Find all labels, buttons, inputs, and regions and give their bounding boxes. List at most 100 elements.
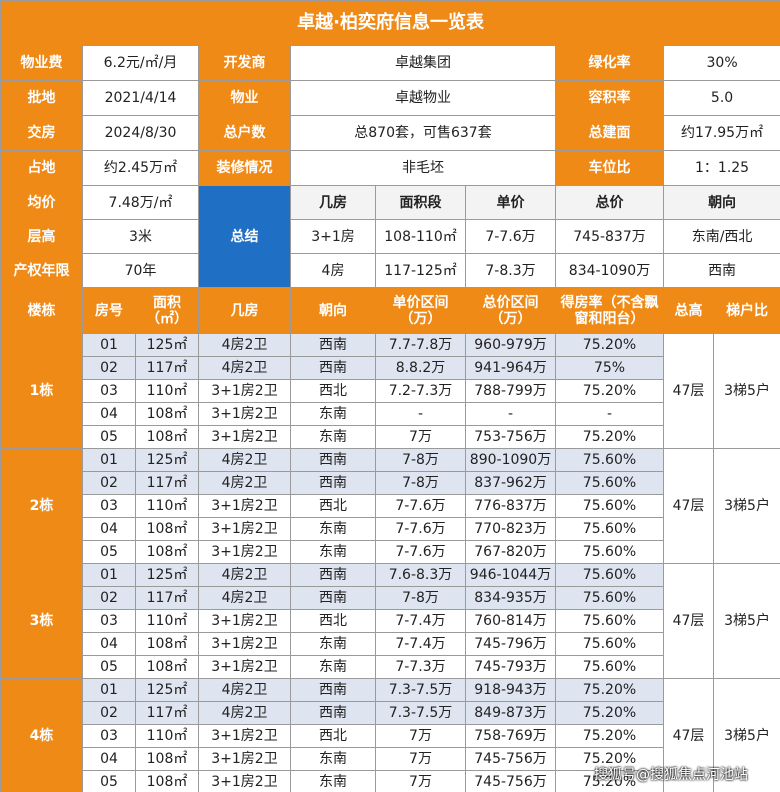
unit-cell: 西南 (290, 678, 376, 702)
unit-cell: 7-7.4万 (375, 632, 466, 656)
unit-cell: 7.3-7.5万 (375, 701, 466, 725)
unit-cell: 03 (82, 379, 136, 403)
unit-cell: 西北 (290, 379, 376, 403)
unit-cell: 941-964万 (465, 356, 556, 380)
unit-cell: 7-7.6万 (375, 517, 466, 541)
unit-cell: 东南 (290, 425, 376, 449)
unit-cell: 108㎡ (135, 747, 199, 771)
column-header: 房号 (82, 287, 136, 334)
row: 交房 2024/8/30 总户数 总870套，可售637套 总建面 约17.95万㎡ (0, 115, 780, 151)
unit-cell: 75.20% (555, 770, 664, 792)
unit-cell: 3+1房2卫 (198, 770, 291, 792)
summary-header: 几房 (290, 185, 376, 220)
unit-cell: 西南 (290, 586, 376, 610)
summary-cell: 108-110㎡ (375, 219, 466, 254)
unit-cell: 3+1房2卫 (198, 724, 291, 748)
unit-cell: 03 (82, 609, 136, 633)
field-value: 2021/4/14 (82, 80, 199, 116)
unit-cell: 4房2卫 (198, 586, 291, 610)
elevator-ratio: 3梯5户 (712, 448, 780, 564)
field-label: 物业费 (0, 45, 83, 81)
field-label: 开发商 (198, 45, 291, 81)
building-name: 4栋 (0, 678, 83, 792)
summary-header: 总价 (555, 185, 664, 220)
column-header: 得房率（不含飘窗和阳台） (555, 287, 664, 334)
building-name: 2栋 (0, 448, 83, 564)
unit-cell: 东南 (290, 517, 376, 541)
column-header: 梯户比 (712, 287, 780, 334)
field-label: 交房 (0, 115, 83, 151)
field-value: 卓越物业 (290, 80, 556, 116)
row: 2栋 01 125㎡ 4房2卫 西南 7-8万 890-1090万 75.60% 47层 3梯5户 (0, 448, 780, 564)
floors: 47层 (663, 333, 714, 449)
unit-cell: 108㎡ (135, 770, 199, 792)
unit-cell: 西北 (290, 609, 376, 633)
field-value: 1：1.25 (662, 150, 780, 186)
unit-cell: 05 (82, 655, 136, 679)
unit-cell: 108㎡ (135, 425, 199, 449)
unit-cell: 75.60% (555, 471, 664, 495)
unit-cell: 东南 (290, 747, 376, 771)
unit-cell: 4房2卫 (198, 333, 291, 357)
unit-cell: 3+1房2卫 (198, 747, 291, 771)
unit-cell: 110㎡ (135, 494, 199, 518)
unit-cell: 75.20% (555, 333, 664, 357)
field-value: 70年 (82, 253, 199, 288)
unit-cell: 东南 (290, 402, 376, 426)
floors: 47层 (663, 448, 714, 564)
unit-cell: 西北 (290, 494, 376, 518)
unit-cell: 108㎡ (135, 402, 199, 426)
field-value: 5.0 (662, 80, 780, 116)
row: 卓越·柏奕府信息一览表 (0, 0, 780, 46)
unit-cell: 108㎡ (135, 517, 199, 541)
row: 03 110㎡ 3+1房2卫 西北 7-7.4万 760-814万 75.60% (1, 609, 780, 633)
unit-cell: - (375, 402, 466, 426)
unit-cell: 3+1房2卫 (198, 540, 291, 564)
field-label: 总建面 (555, 115, 664, 151)
building-name: 1栋 (0, 333, 83, 449)
unit-cell: 01 (82, 333, 136, 357)
unit-cell: 7-7.6万 (375, 540, 466, 564)
unit-cell: 4房2卫 (198, 563, 291, 587)
unit-cell: 01 (82, 563, 136, 587)
unit-cell: - (555, 402, 664, 426)
column-header: 朝向 (290, 287, 376, 334)
field-value: 7.48万/㎡ (82, 185, 199, 220)
unit-cell: 834-935万 (465, 586, 556, 610)
unit-cell: 117㎡ (135, 356, 199, 380)
unit-cell: 7-7.6万 (375, 494, 466, 518)
unit-cell: 108㎡ (135, 632, 199, 656)
field-value: 约17.95万㎡ (662, 115, 780, 151)
summary-cell: 3+1房 (290, 219, 376, 254)
unit-cell: 117㎡ (135, 586, 199, 610)
row: 1栋 01 125㎡ 4房2卫 西南 7.7-7.8万 960-979万 75.20% 47层 3… (0, 333, 780, 449)
unit-cell: 05 (82, 540, 136, 564)
unit-cell: 75.60% (555, 540, 664, 564)
row: 楼栋 房号 面积（㎡） 几房 朝向 单价区间（万） 总价区间（万） 得房率（不含飘窗和阳台）总… (0, 287, 780, 334)
unit-cell: 8.8.2万 (375, 356, 466, 380)
unit-cell: 东南 (290, 655, 376, 679)
unit-cell: 3+1房2卫 (198, 379, 291, 403)
unit-cell: 西南 (290, 563, 376, 587)
summary-cell: 东南/西北 (662, 219, 780, 254)
unit-cell: 02 (82, 701, 136, 725)
unit-cell: 117㎡ (135, 701, 199, 725)
unit-cell: 918-943万 (465, 678, 556, 702)
unit-cell: 3+1房2卫 (198, 632, 291, 656)
unit-cell: 849-873万 (465, 701, 556, 725)
unit-cell: 108㎡ (135, 655, 199, 679)
row: 产权年限 70年 4房 117-125㎡ 7-8.3万 834-1090万 西南 (0, 253, 780, 288)
row: 02 117㎡ 4房2卫 西南 7.3-7.5万 849-873万 75.20% (1, 701, 780, 725)
field-label: 物业 (198, 80, 291, 116)
unit-cell: 东南 (290, 632, 376, 656)
field-value: 总870套，可售637套 (290, 115, 556, 151)
unit-cell: 7万 (375, 747, 466, 771)
unit-cell: 7.6-8.3万 (375, 563, 466, 587)
row: 04 108㎡ 3+1房2卫 东南 7-7.6万 770-823万 75.60% (1, 517, 780, 541)
field-label: 批地 (0, 80, 83, 116)
summary-header: 面积段 (375, 185, 466, 220)
row: 04 108㎡ 3+1房2卫 东南 - - - (1, 402, 780, 426)
unit-cell: 7-8万 (375, 586, 466, 610)
unit-cell: 01 (82, 448, 136, 472)
